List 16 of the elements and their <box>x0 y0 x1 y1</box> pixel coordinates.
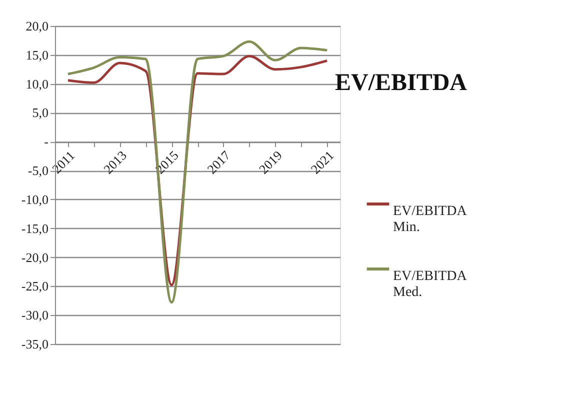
y-tick-label: -5,0 <box>28 163 48 178</box>
text: EV/EBITDA <box>334 70 468 96</box>
legend-label: EV/EBITDA Med. <box>393 269 468 300</box>
y-tick-label: -30,0 <box>21 308 48 323</box>
y-tick-label: -25,0 <box>21 278 48 294</box>
legend-label: EV/EBITDA Min. <box>393 204 468 235</box>
x-tick-label: 2011 <box>48 148 78 176</box>
y-tick-label: -35,0 <box>21 336 48 352</box>
y-tick-label: -15,0 <box>21 220 48 236</box>
y-tick-label: 10,0 <box>26 76 48 92</box>
y-tick-label: -10,0 <box>21 192 48 207</box>
y-tick-label: 5,0 <box>32 105 48 120</box>
y-tick-label: 15,0 <box>26 47 48 62</box>
y-tick-label: 20,0 <box>26 18 48 34</box>
y-tick-label: - <box>44 134 48 150</box>
y-tick-label: -20,0 <box>21 250 48 265</box>
